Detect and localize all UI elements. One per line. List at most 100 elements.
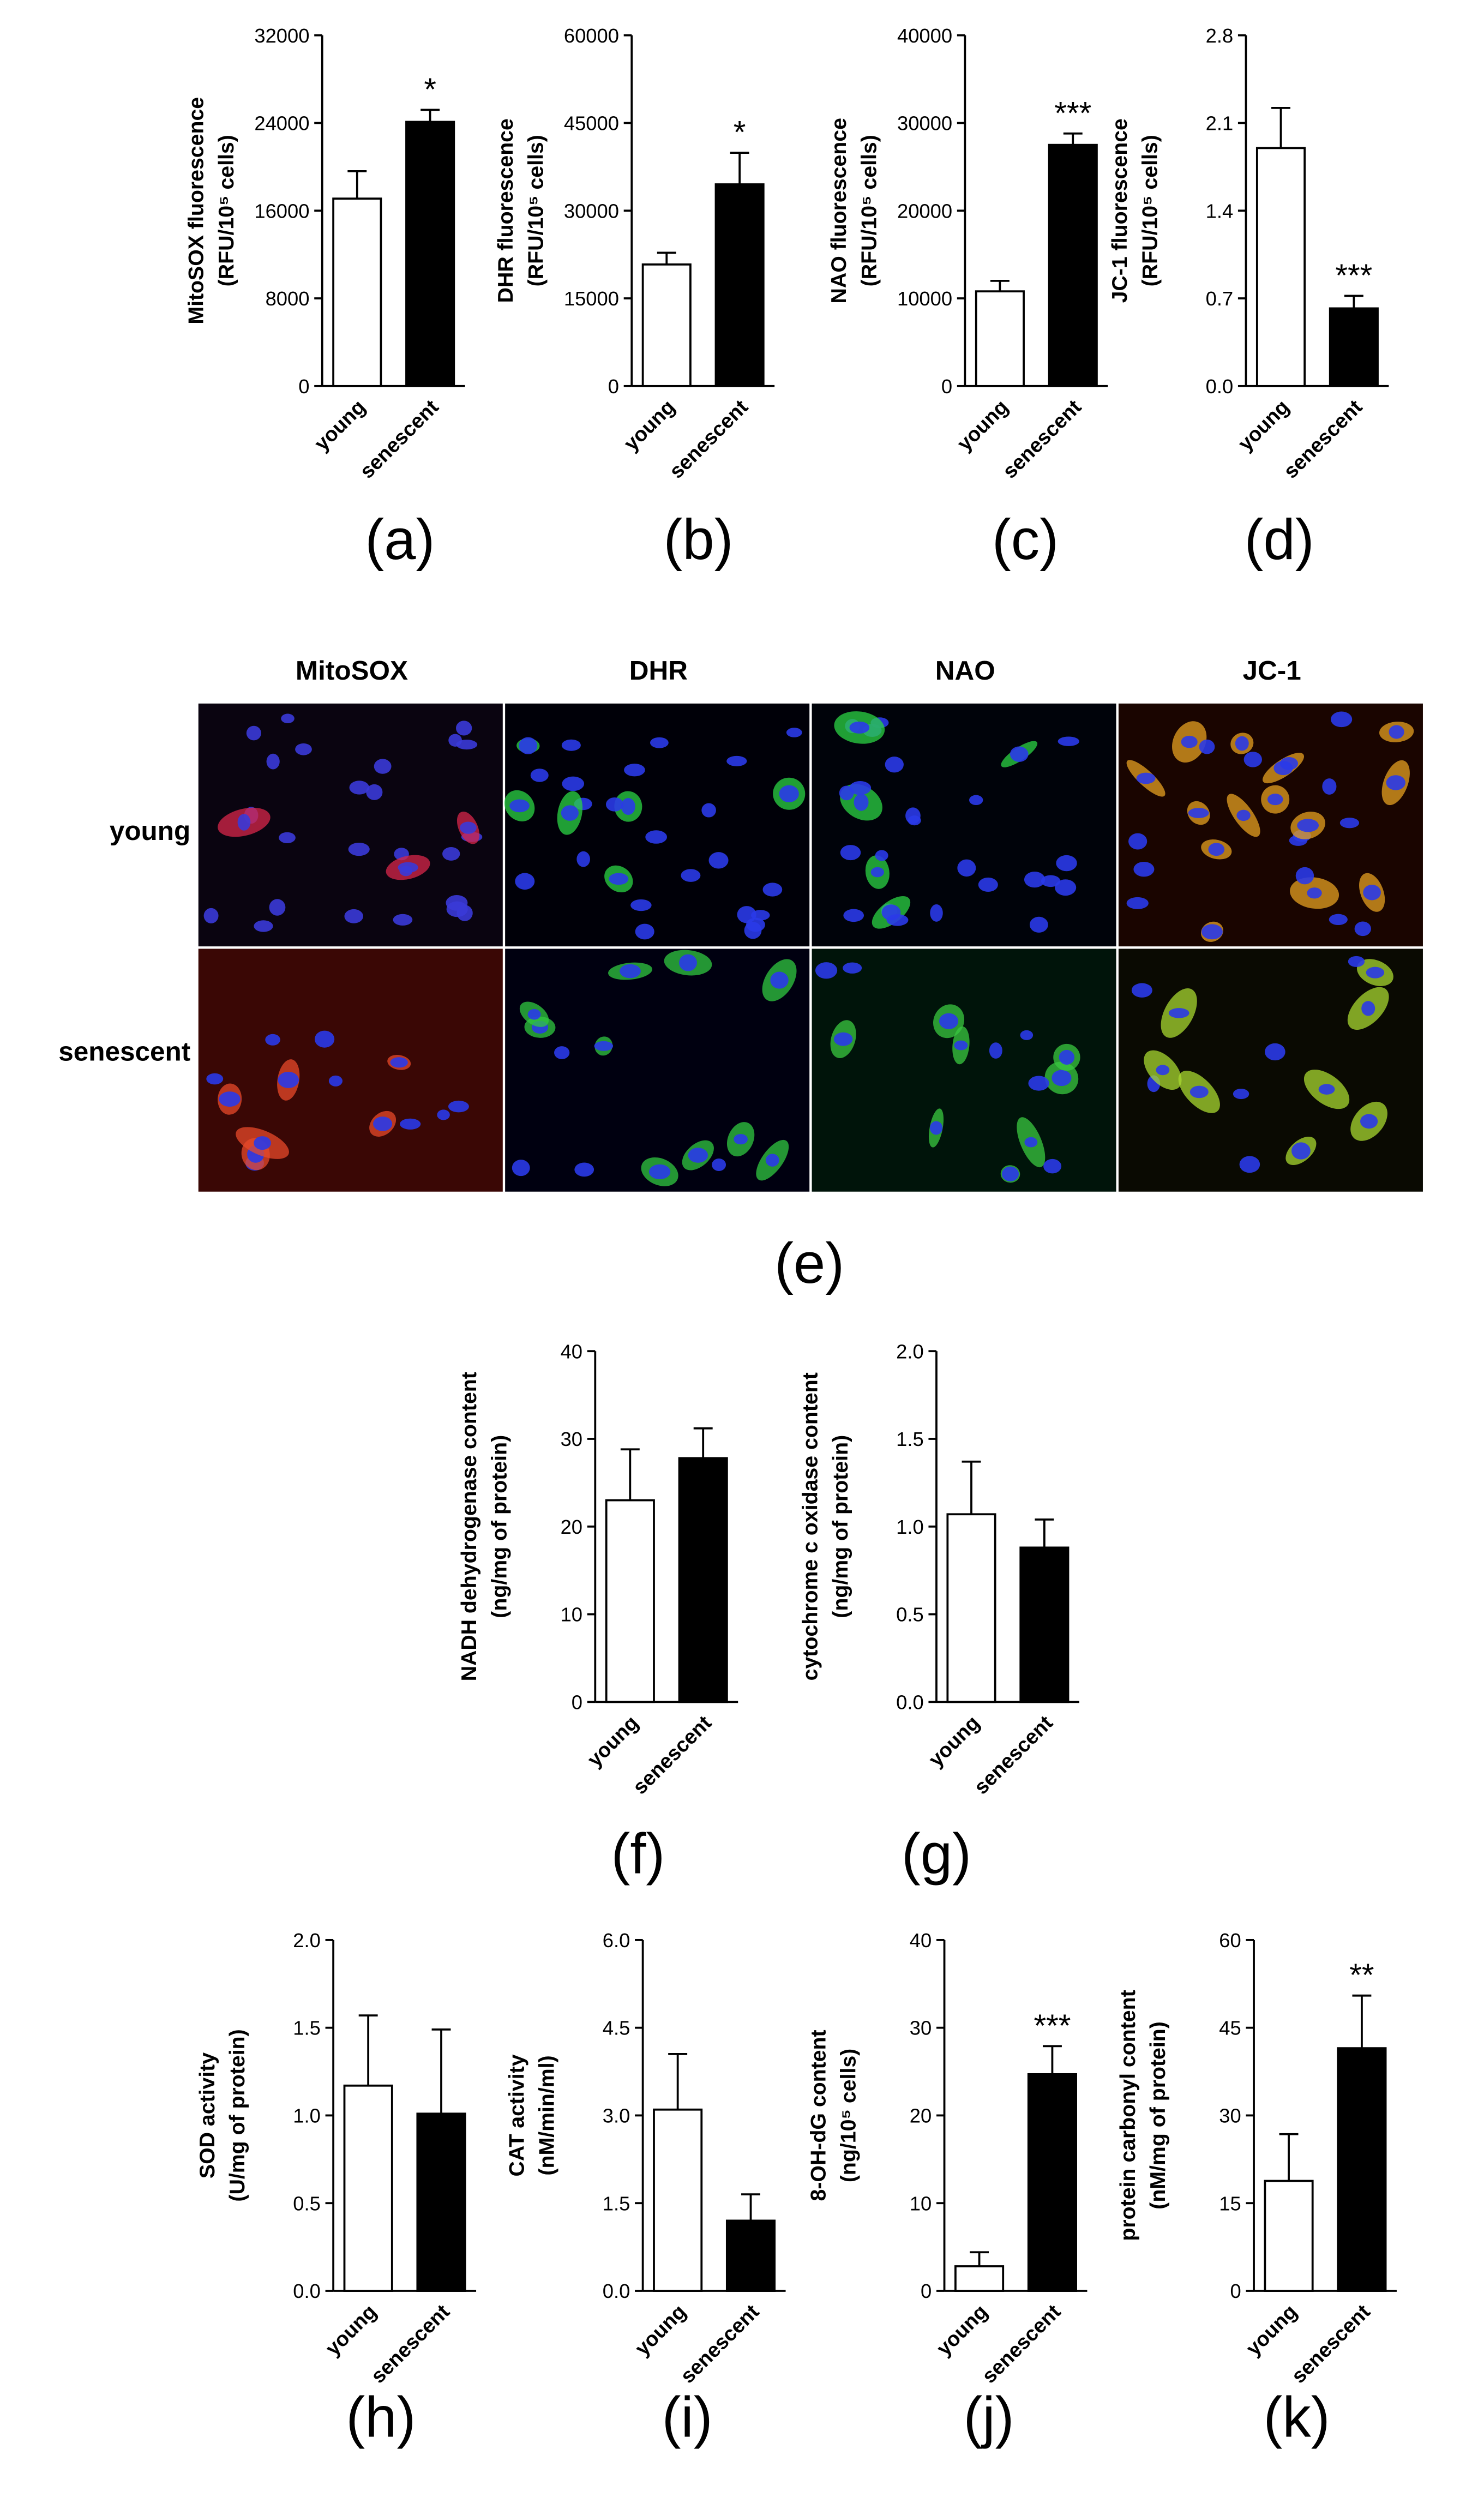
- nucleus: [708, 852, 729, 869]
- y-tick-label: 2.8: [1206, 25, 1234, 47]
- nucleus: [1307, 887, 1322, 899]
- panel-label: (i): [662, 2386, 713, 2450]
- bar: [1255, 147, 1306, 387]
- y-axis-label: (nM/min/ml): [535, 2055, 559, 2175]
- nucleus: [870, 867, 884, 878]
- panel-label: (b): [663, 508, 733, 572]
- nucleus: [744, 922, 762, 939]
- annotation: ***: [1335, 258, 1372, 293]
- nucleus: [779, 785, 799, 802]
- micrograph: [505, 949, 810, 1192]
- nucleus: [1279, 757, 1299, 770]
- y-tick-label: 20: [561, 1516, 582, 1538]
- y-tick-label: 10: [561, 1604, 582, 1626]
- panel-label: (f): [611, 1822, 665, 1886]
- bar: [1027, 2073, 1077, 2292]
- y-tick-label: 2.0: [293, 1929, 321, 1952]
- nucleus: [1389, 725, 1404, 739]
- nucleus: [650, 737, 669, 748]
- nucleus: [1386, 775, 1405, 790]
- nucleus: [237, 814, 251, 831]
- nucleus: [442, 847, 460, 861]
- chart: 0 15000 30000 45000 60000 DHR fluorescence (RF…: [494, 25, 775, 572]
- nucleus: [328, 1075, 343, 1087]
- nucleus: [574, 1162, 594, 1177]
- nucleus: [455, 721, 472, 736]
- y-tick-label: 10000: [897, 287, 952, 310]
- annotation: **: [1349, 1958, 1374, 1993]
- x-tick-label: senescent: [676, 2300, 764, 2388]
- nucleus: [681, 869, 701, 882]
- nucleus: [1339, 818, 1360, 829]
- nucleus: [349, 781, 369, 795]
- y-tick-label: 2.0: [896, 1340, 924, 1362]
- y-axis-label: DHR fluorescence: [494, 118, 518, 303]
- panel-label: (a): [365, 508, 435, 572]
- y-tick-label: 20000: [897, 200, 952, 222]
- nucleus: [1331, 711, 1353, 728]
- nucleus: [978, 877, 998, 892]
- y-tick-label: 30000: [564, 200, 619, 222]
- nucleus: [460, 821, 477, 834]
- image-panel: MitoSOX DHR NAO JC-1 young senescent (e): [58, 656, 1423, 1295]
- y-tick-label: 1.5: [896, 1428, 924, 1450]
- nucleus: [254, 1136, 271, 1150]
- y-tick-label: 1.5: [293, 2017, 321, 2039]
- nucleus: [1024, 1137, 1038, 1148]
- column-header: JC-1: [1243, 656, 1301, 686]
- y-axis-label: MitoSOX fluorescence: [184, 97, 208, 325]
- panel-label: (k): [1264, 2386, 1330, 2450]
- annotation: ***: [1054, 95, 1091, 131]
- nucleus: [762, 883, 783, 897]
- nucleus: [456, 740, 478, 750]
- chart: 0 10 20 30 40 NADH dehydrogenase content (ng/m…: [457, 1340, 738, 1886]
- nucleus: [1058, 736, 1079, 746]
- nucleus: [630, 899, 652, 911]
- nucleus: [1128, 833, 1147, 850]
- nucleus: [515, 873, 535, 890]
- chart: 0 8000 16000 24000 32000 MitoSOX fluorescence…: [184, 25, 465, 572]
- bar: [416, 2112, 466, 2292]
- nucleus: [203, 908, 219, 923]
- bar: [343, 2084, 393, 2292]
- nucleus: [1267, 794, 1283, 806]
- nucleus: [576, 851, 590, 867]
- y-tick-label: 1.0: [896, 1516, 924, 1538]
- y-tick-label: 1.0: [293, 2105, 321, 2127]
- chart: 0.0 1.5 3.0 4.5 6.0 CAT activity (nM/min/ml) yo…: [504, 1929, 786, 2450]
- y-tick-label: 30: [561, 1428, 582, 1450]
- nucleus: [886, 914, 909, 926]
- nucleus: [219, 1091, 241, 1107]
- nucleus: [1199, 739, 1215, 754]
- bar: [725, 2219, 776, 2292]
- nucleus: [609, 873, 629, 885]
- bar: [641, 263, 692, 387]
- nucleus: [1348, 956, 1365, 967]
- nucleus: [1043, 1159, 1062, 1174]
- nucleus: [278, 1072, 299, 1088]
- nucleus: [701, 803, 716, 818]
- y-tick-label: 8000: [266, 287, 310, 310]
- x-tick-label: young: [583, 1712, 643, 1772]
- y-tick-label: 40: [910, 1929, 932, 1952]
- nucleus: [1010, 746, 1029, 762]
- y-axis-label: CAT activity: [504, 2054, 528, 2176]
- nucleus: [561, 805, 579, 821]
- nucleus: [266, 753, 280, 770]
- nucleus: [957, 859, 976, 877]
- nucleus: [1028, 1076, 1049, 1091]
- panel-label: (d): [1245, 508, 1314, 572]
- nucleus: [1041, 875, 1061, 887]
- x-tick-label: young: [1234, 395, 1294, 455]
- bar: [1337, 2047, 1387, 2292]
- y-axis-label: (ng/mg of protein): [828, 1435, 852, 1618]
- bar: [946, 1513, 996, 1703]
- bar: [975, 290, 1025, 387]
- nucleus: [265, 1034, 280, 1046]
- nucleus: [281, 713, 295, 724]
- nucleus: [905, 807, 921, 824]
- nucleus: [374, 759, 392, 774]
- nucleus: [712, 1158, 726, 1172]
- nucleus: [295, 743, 312, 755]
- nucleus: [1265, 1043, 1285, 1061]
